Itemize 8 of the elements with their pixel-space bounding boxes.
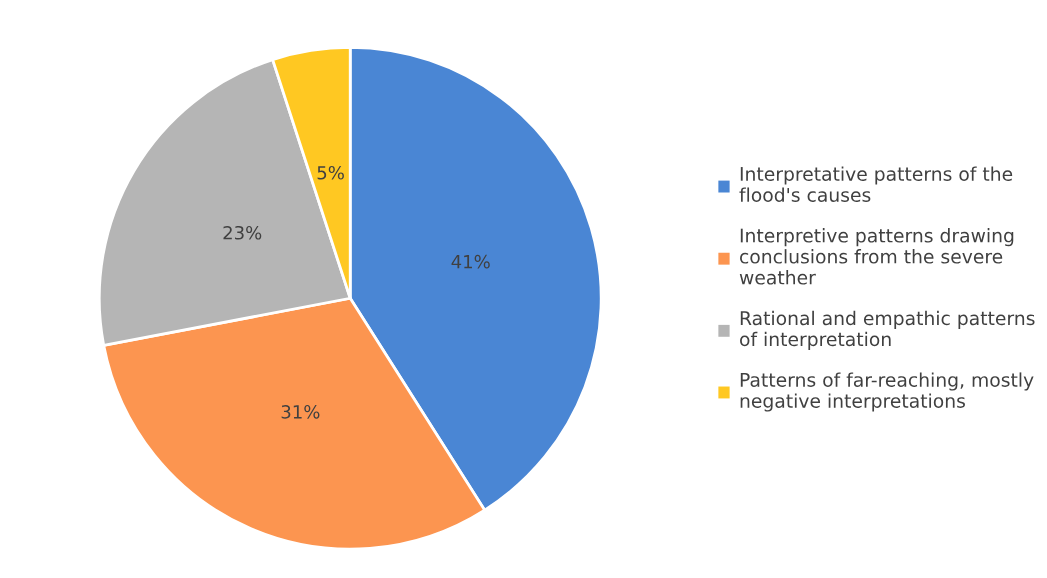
- legend-label: Patterns of far-reaching, mostly negative interpretations: [740, 372, 1034, 412]
- data-label: 31%: [281, 404, 320, 419]
- legend-label: Rational and empathic patterns of interpretation: [740, 310, 1035, 350]
- legend-label: Interpretative patterns of the flood's causes: [739, 166, 1013, 202]
- data-label: 5%: [317, 165, 344, 180]
- data-label: 23%: [223, 225, 262, 240]
- legend-label: Interpretive patterns drawing conclusions from the severe weather: [739, 228, 1014, 285]
- data-label: 41%: [451, 254, 490, 269]
